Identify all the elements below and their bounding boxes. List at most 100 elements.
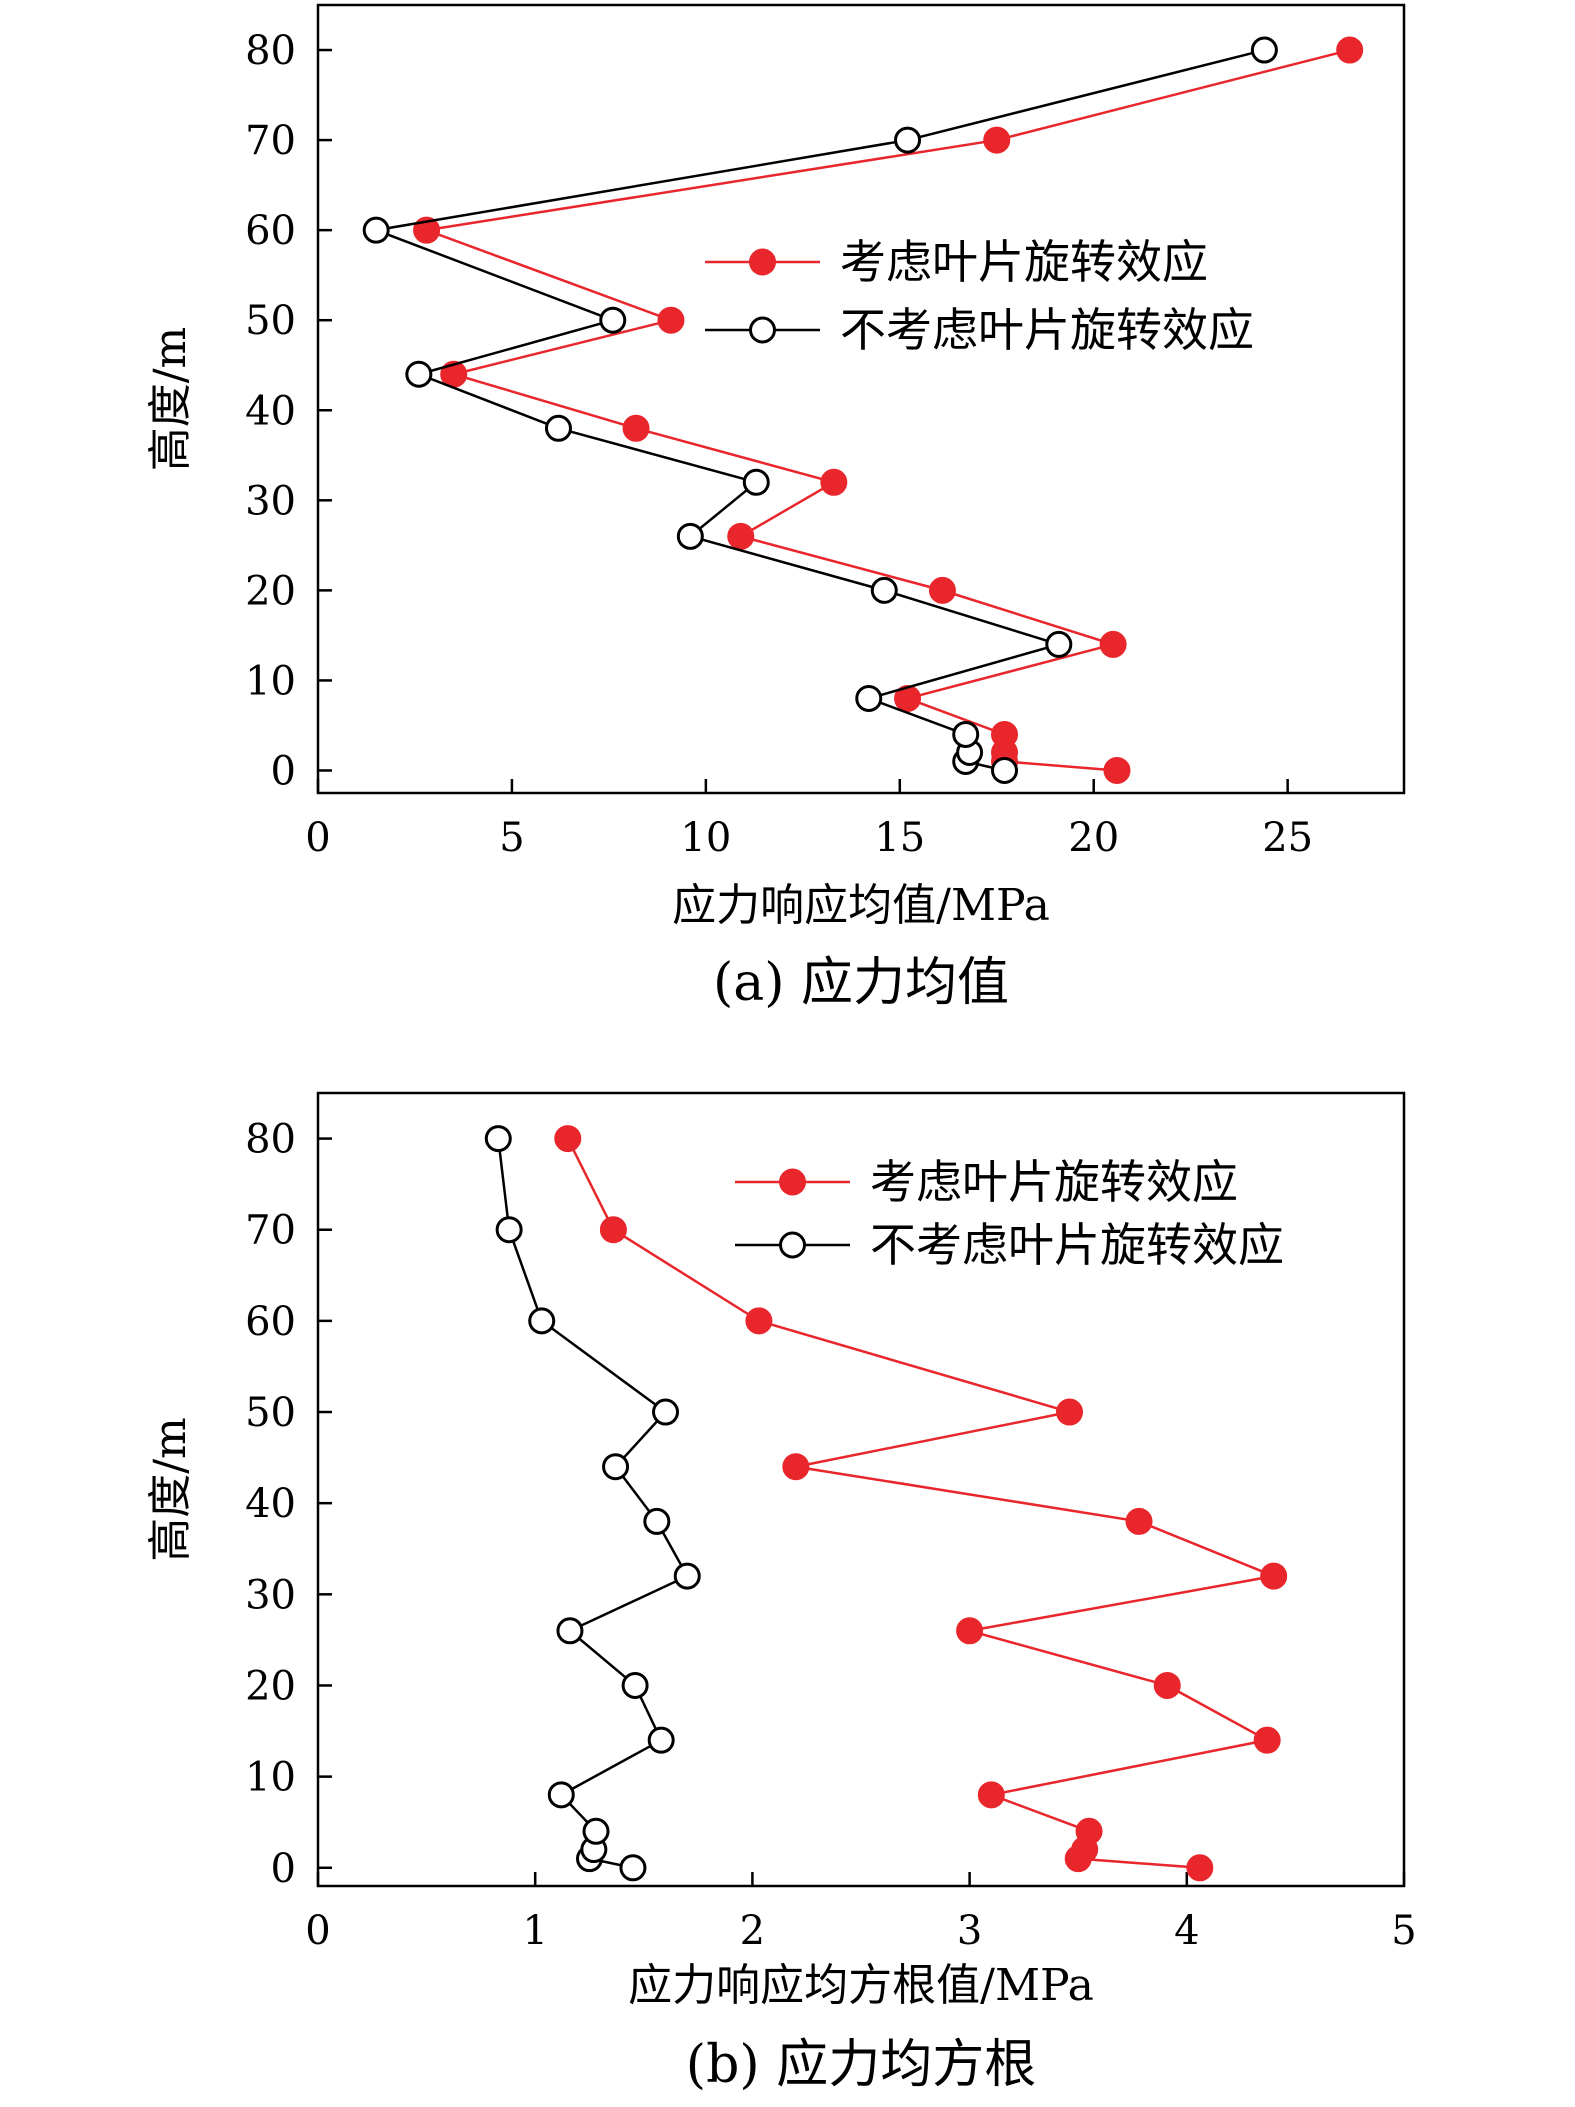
x-tick-label: 0	[305, 815, 330, 861]
data-point	[673, 1562, 701, 1590]
x-tick-label: 0	[305, 1908, 330, 1954]
series-line-1	[371, 48, 1265, 772]
data-point	[621, 1671, 649, 1699]
data-point	[1075, 1817, 1103, 1845]
y-tick-label: 60	[245, 1299, 296, 1345]
y-tick-label: 10	[245, 1755, 296, 1801]
data-point	[727, 522, 755, 550]
data-point	[977, 1781, 1005, 1809]
y-tick-label: 60	[245, 208, 296, 254]
y-tick-label: 10	[245, 658, 296, 704]
x-tick-label: 25	[1262, 815, 1313, 861]
legend-label: 不考虑叶片旋转效应	[840, 303, 1254, 357]
data-point	[1153, 1671, 1181, 1699]
data-point	[983, 126, 1011, 154]
data-point	[643, 1507, 671, 1535]
data-point	[1099, 630, 1127, 658]
data-point	[1186, 1854, 1214, 1882]
y-tick-label: 30	[245, 478, 296, 524]
data-point	[1103, 756, 1131, 784]
legend-marker	[749, 248, 776, 276]
x-tick-label: 15	[874, 815, 925, 861]
data-point	[362, 216, 390, 244]
y-tick-label: 50	[245, 298, 296, 344]
data-point	[956, 1617, 984, 1645]
data-point	[495, 1216, 523, 1244]
data-point	[622, 414, 650, 442]
y-tick-label: 70	[245, 118, 296, 164]
x-tick-label: 20	[1068, 815, 1119, 861]
y-tick-label: 70	[245, 1208, 296, 1254]
data-point	[528, 1307, 556, 1335]
data-point	[440, 360, 468, 388]
y-axis-title: 高度/m	[145, 327, 196, 472]
data-point	[1056, 1398, 1084, 1426]
y-tick-label: 0	[271, 1846, 296, 1892]
data-point	[820, 468, 848, 496]
data-point	[554, 1125, 582, 1153]
data-point	[676, 522, 704, 550]
data-point	[1125, 1507, 1153, 1535]
data-point	[1260, 1562, 1288, 1590]
data-point	[1250, 36, 1278, 64]
x-tick-label: 1	[522, 1908, 547, 1954]
panel-a-stress-mean: 0 5 10 15 20 25 0 10 20 30 40 50 60 70 80 应力响应均值/MPa 高度/…	[145, 3, 1406, 1013]
y-tick-label: 40	[245, 1481, 296, 1527]
x-tick-label: 3	[957, 1908, 982, 1954]
data-point	[657, 306, 685, 334]
plot-frame	[316, 1091, 1406, 1888]
y-tick-label: 20	[245, 568, 296, 614]
data-point	[870, 576, 898, 604]
x-tick-label: 5	[1391, 1908, 1416, 1954]
legend-marker	[749, 316, 776, 344]
x-tick-label: 5	[499, 815, 524, 861]
legend-marker	[779, 1168, 806, 1196]
x-tick-label: 4	[1174, 1908, 1199, 1954]
legend-marker	[779, 1231, 806, 1259]
series-line-0	[421, 48, 1351, 772]
data-point	[582, 1817, 610, 1845]
data-point	[547, 1781, 575, 1809]
data-point	[782, 1453, 810, 1481]
data-point	[991, 756, 1019, 784]
legend-label: 考虑叶片旋转效应	[840, 235, 1208, 289]
y-tick-label: 0	[271, 748, 296, 794]
data-point	[1336, 36, 1364, 64]
x-axis-title: 应力响应均方根值/MPa	[628, 1960, 1094, 2011]
data-point	[599, 1216, 627, 1244]
data-point	[484, 1125, 512, 1153]
data-point	[619, 1854, 647, 1882]
panel-caption: (b) 应力均方根	[686, 2035, 1036, 2095]
data-point	[991, 720, 1019, 748]
data-point	[1045, 630, 1073, 658]
data-point	[556, 1617, 584, 1645]
panel-b-stress-rms: 0 1 2 3 4 501020304050607080应力响应均方根值/MPa高度/m(…	[145, 1091, 1417, 2095]
data-point	[413, 216, 441, 244]
data-point	[652, 1398, 680, 1426]
x-tick-label: 10	[680, 815, 731, 861]
data-point	[928, 576, 956, 604]
data-point	[599, 306, 627, 334]
x-tick-label: 2	[740, 1908, 765, 1954]
data-point	[745, 1307, 773, 1335]
plot-frame	[316, 3, 1406, 795]
y-tick-label: 20	[245, 1663, 296, 1709]
data-point	[405, 360, 433, 388]
data-point	[602, 1453, 630, 1481]
panel-caption: (a) 应力均值	[713, 953, 1009, 1013]
data-point	[647, 1726, 675, 1754]
y-axis-title: 高度/m	[145, 1417, 196, 1562]
legend-label: 考虑叶片旋转效应	[870, 1155, 1238, 1209]
y-tick-label: 50	[245, 1390, 296, 1436]
data-point	[544, 414, 572, 442]
data-point	[742, 468, 770, 496]
data-point	[894, 126, 922, 154]
y-tick-label: 80	[245, 1117, 296, 1163]
series-line-1	[497, 1138, 689, 1869]
data-point	[1253, 1726, 1281, 1754]
y-tick-label: 30	[245, 1572, 296, 1618]
y-tick-label: 40	[245, 388, 296, 434]
legend-label: 不考虑叶片旋转效应	[870, 1218, 1284, 1272]
data-point	[952, 720, 980, 748]
